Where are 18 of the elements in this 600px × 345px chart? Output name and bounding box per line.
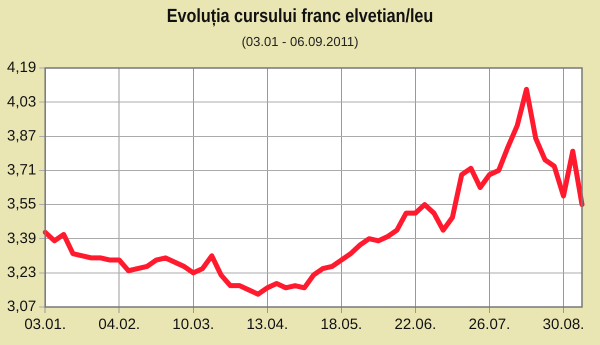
x-tick-label: 03.01. bbox=[24, 316, 66, 334]
y-tick-label: 4,03 bbox=[6, 93, 36, 110]
x-tick-label: 04.02. bbox=[98, 316, 140, 334]
x-tick-label: 18.05. bbox=[320, 316, 362, 334]
y-tick-label: 3,87 bbox=[6, 127, 36, 144]
y-tick-label: 3,71 bbox=[6, 162, 36, 179]
y-tick-label: 3,39 bbox=[6, 230, 36, 247]
x-tick-label: 22.06. bbox=[394, 316, 436, 334]
y-tick-label: 4,19 bbox=[6, 59, 36, 76]
x-tick-label: 10.03. bbox=[172, 316, 214, 334]
x-tick-label: 30.08. bbox=[542, 316, 584, 334]
y-tick-label: 3,55 bbox=[6, 196, 36, 213]
x-tick-label: 26.07. bbox=[468, 316, 510, 334]
x-tick-label: 13.04. bbox=[246, 316, 288, 334]
y-tick-label: 3,07 bbox=[6, 298, 36, 316]
chart-subtitle: (03.01 - 06.09.2011) bbox=[240, 34, 360, 49]
y-tick-label: 3,23 bbox=[6, 264, 36, 281]
chart-title: Evoluția cursului franc elvetian/leu bbox=[166, 6, 434, 28]
